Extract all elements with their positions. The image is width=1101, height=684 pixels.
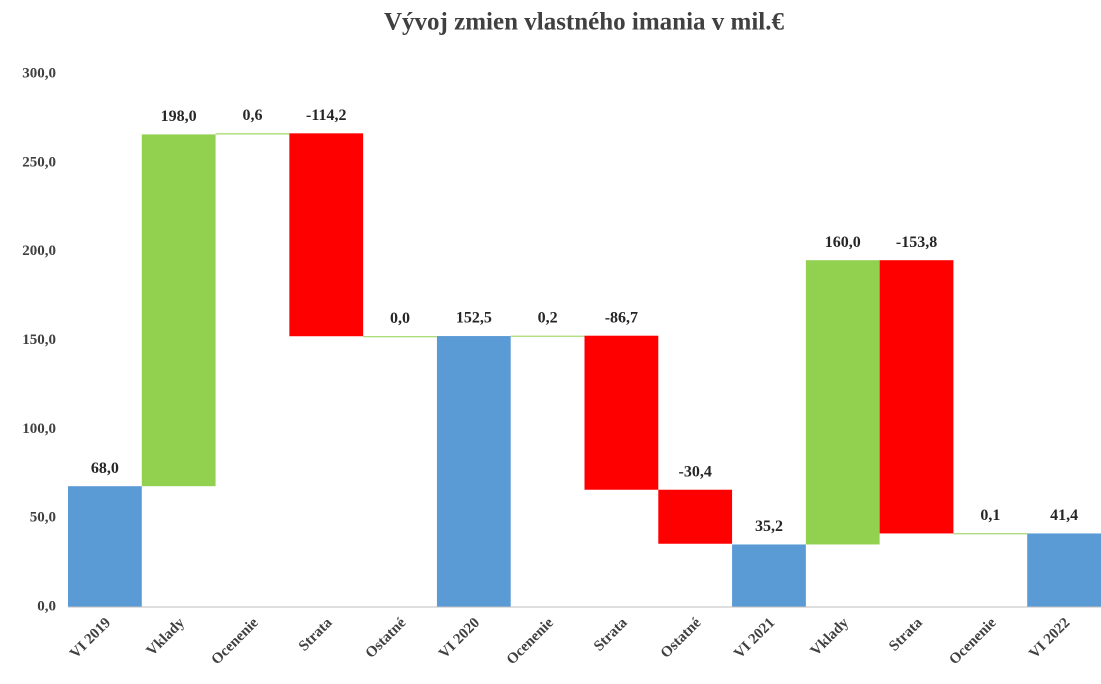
- y-tick-label: 150,0: [22, 332, 56, 348]
- bar: [215, 133, 290, 135]
- bar: [584, 335, 659, 490]
- data-label: 0,2: [538, 309, 558, 326]
- bar: [1027, 533, 1101, 607]
- x-tick-label: Strata: [591, 615, 631, 655]
- data-label: -86,7: [605, 309, 638, 326]
- bar: [805, 260, 880, 545]
- x-tick-label: Vklady: [808, 615, 853, 660]
- bar: [510, 335, 585, 337]
- x-tick-label: Ocenenie: [946, 615, 999, 668]
- x-tick-label: VI 2020: [436, 615, 483, 662]
- data-label: 35,2: [755, 518, 783, 535]
- x-tick-label: Strata: [296, 615, 336, 655]
- bar: [68, 486, 142, 607]
- y-tick-label: 300,0: [22, 65, 56, 81]
- x-tick-label: Ostatné: [363, 615, 410, 662]
- x-tick-label: VI 2021: [731, 615, 778, 662]
- x-tick-label: VI 2022: [1026, 615, 1073, 662]
- data-label: -30,4: [679, 463, 712, 480]
- x-tick-label: Vklady: [144, 615, 189, 660]
- bar: [879, 260, 954, 534]
- data-label: -114,2: [306, 107, 346, 124]
- y-tick-label: 0,0: [37, 598, 56, 614]
- x-tick-label: Strata: [886, 615, 926, 655]
- bar: [732, 544, 806, 607]
- bar: [436, 336, 511, 607]
- data-label: 0,6: [242, 107, 262, 124]
- x-tick-label: Ostatné: [658, 615, 705, 662]
- data-label: 152,5: [456, 310, 492, 327]
- bar: [658, 489, 733, 544]
- chart-title: Vývoj zmien vlastného imania v mil.€: [384, 9, 784, 36]
- x-tick-label: Ocenenie: [209, 615, 262, 668]
- bar: [141, 134, 216, 487]
- y-tick-label: 200,0: [22, 243, 56, 259]
- data-label: -153,8: [896, 234, 937, 251]
- y-tick-label: 250,0: [22, 154, 56, 170]
- bar: [289, 133, 364, 337]
- y-tick-label: 50,0: [30, 510, 56, 526]
- data-label: 0,1: [980, 507, 1000, 524]
- bar: [953, 533, 1028, 535]
- data-label: 0,0: [390, 310, 410, 327]
- data-label: 160,0: [825, 234, 861, 251]
- data-label: 68,0: [91, 460, 119, 477]
- x-tick-label: Ocenenie: [504, 615, 557, 668]
- data-label: 198,0: [161, 108, 197, 125]
- y-tick-label: 100,0: [22, 421, 56, 437]
- x-tick-label: VI 2019: [67, 615, 114, 662]
- data-label: 41,4: [1050, 507, 1078, 524]
- bar: [363, 336, 437, 338]
